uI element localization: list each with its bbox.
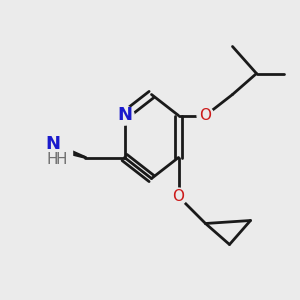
Bar bbox=[24, 129, 72, 168]
Text: N: N bbox=[45, 135, 60, 153]
Text: N: N bbox=[43, 140, 56, 158]
Circle shape bbox=[115, 106, 134, 125]
Text: H₂: H₂ bbox=[54, 142, 70, 155]
Bar bbox=[26, 114, 68, 150]
Text: NH₂: NH₂ bbox=[35, 141, 64, 156]
Text: H: H bbox=[56, 152, 67, 166]
Text: O: O bbox=[172, 189, 184, 204]
Circle shape bbox=[197, 107, 214, 124]
Text: O: O bbox=[200, 108, 211, 123]
Text: H: H bbox=[47, 152, 58, 166]
Text: N: N bbox=[117, 106, 132, 124]
Circle shape bbox=[38, 136, 62, 160]
Circle shape bbox=[170, 188, 187, 205]
